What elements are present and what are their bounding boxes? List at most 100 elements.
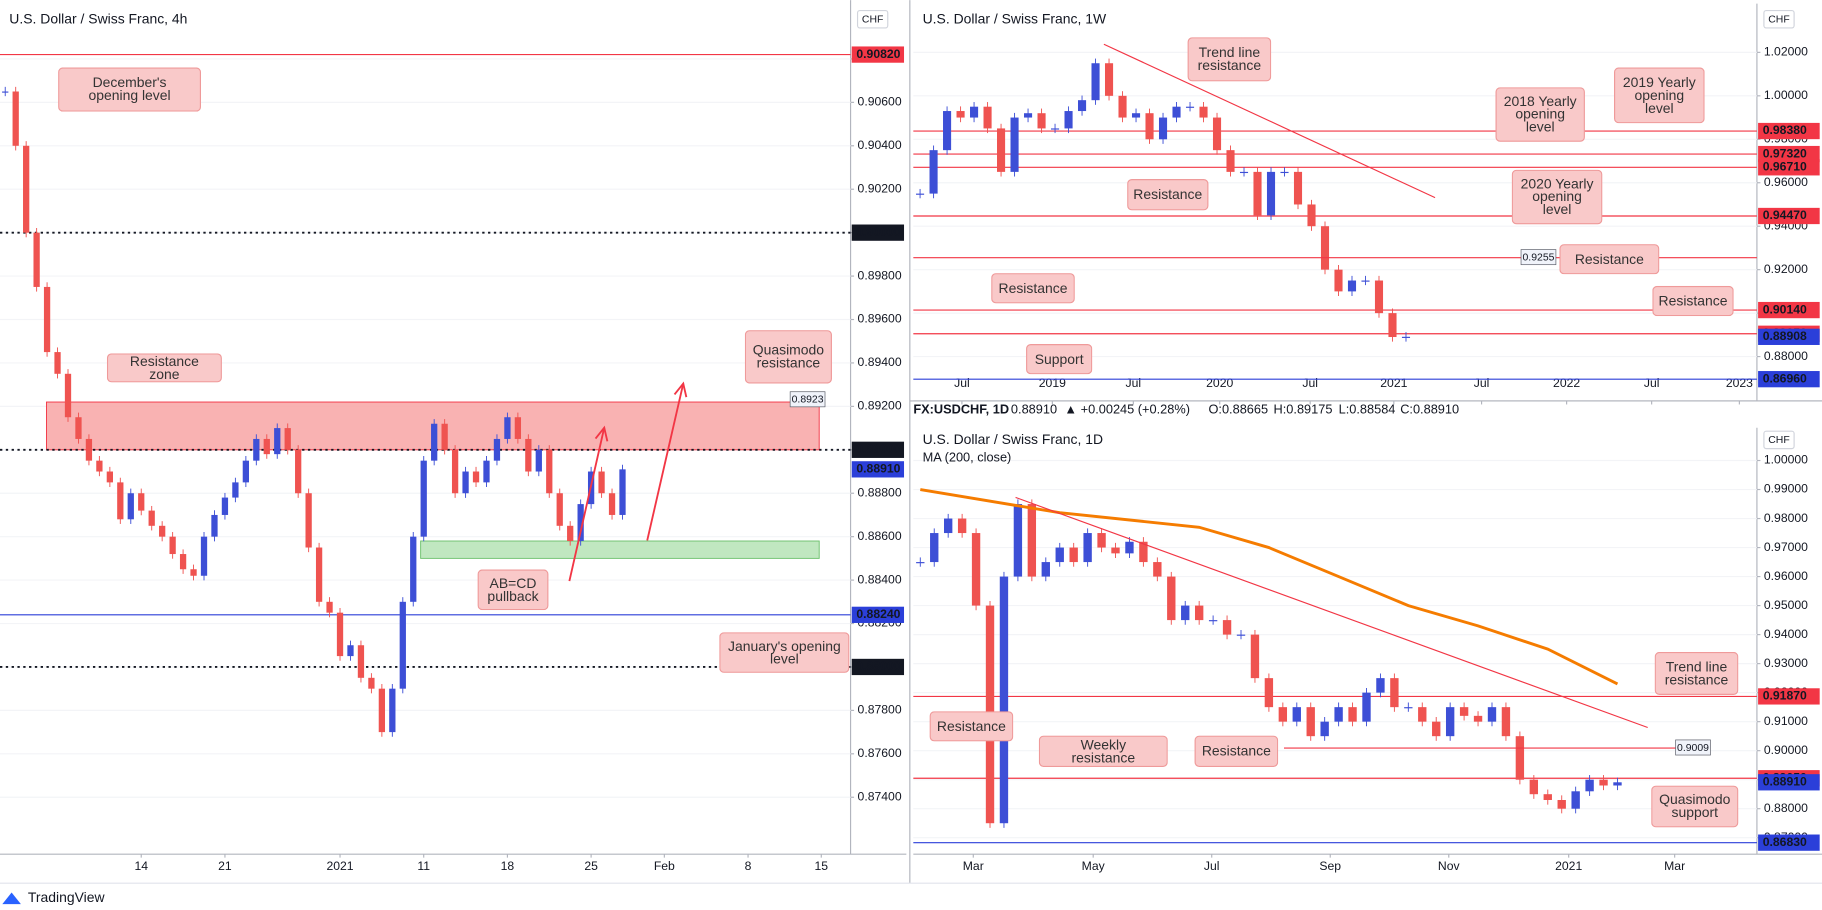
candle [410,536,417,602]
x-tick-label: 21 [218,859,232,873]
high: H:0.89175 [1274,402,1333,417]
callout-text: Support [1026,344,1093,375]
candle [1585,779,1594,792]
y-tick-label: 0.87800 [858,703,902,717]
level-label: 0.90140 [1763,302,1807,316]
candle [1194,605,1204,621]
level-label-box [851,441,905,458]
candle [12,91,19,146]
currency-box [1763,430,1795,450]
y-tick-label: 0.99000 [1764,482,1808,496]
candle [1292,707,1301,722]
y-tick-label: 0.87600 [858,746,902,760]
candle [357,645,365,678]
candle [1376,678,1385,693]
candle [1306,707,1315,737]
candle [305,493,312,548]
candle [930,533,939,563]
level-label-box [1758,145,1820,163]
x-tick-label: Jul [1644,376,1660,390]
candle [999,576,1009,824]
candle [1037,113,1046,129]
candle [54,352,61,374]
candle [1010,117,1019,172]
callout-text: 2020 Yearly opening level [1511,169,1603,225]
logo [2,892,21,905]
candle [1145,113,1154,140]
symbol: FX:USDCHF, 1D [913,402,1009,417]
callout: Resistance [1127,179,1209,211]
moving-average [920,488,1619,686]
currency-box [856,9,889,29]
level-label: 0.91870 [1763,689,1807,703]
y-tick-label: 0.88000 [1764,801,1808,815]
ma-label: MA (200, close) [923,449,1012,464]
candle [420,460,427,537]
callout-text: January's opening level [719,632,850,673]
candle [916,562,925,564]
currency-box [1763,9,1795,29]
level-label: 0.89000 [856,442,900,456]
callout: 2018 Yearly opening level [1495,87,1585,142]
callout: Quasimodo resistance [744,330,832,384]
candle [1557,799,1566,809]
y-tick-label: 1.02000 [1764,45,1808,59]
candle [1401,336,1411,338]
y-tick-label: 0.88600 [858,529,902,543]
chart-title: U.S. Dollar / Swiss Franc, 1D [923,431,1103,447]
candle [336,612,344,657]
callout: Resistance [1559,244,1660,275]
candle [1091,63,1100,101]
x-tick-label: 15 [815,859,829,873]
candle [943,111,952,151]
candle [1069,547,1078,563]
candle [1487,707,1497,722]
x-tick-label: Nov [1438,859,1461,873]
y-tick-label: 0.88800 [858,485,902,499]
zone [420,540,820,559]
candle [106,471,113,483]
candle [127,493,134,520]
candle [295,449,302,494]
close: C:0.88910 [1400,402,1459,417]
candle [1131,113,1141,118]
price-tag [1520,249,1557,266]
candle [148,510,155,526]
low: L:0.88584 [1339,402,1396,417]
candle [1348,707,1357,722]
candle [1181,605,1190,621]
level-label-box [851,224,905,241]
level-label-box [851,606,905,623]
x-tick-label: 18 [501,859,515,873]
level-label-box [1758,371,1820,388]
footer-brand: TradingView [28,889,106,905]
callout-text: Resistance [1127,179,1209,211]
callout-text: 2019 Yearly opening level [1614,67,1705,124]
x-tick-label: 2021 [1555,859,1582,873]
candle [399,601,406,689]
callout: 2019 Yearly opening level [1614,67,1705,124]
callout-text: December's opening level [58,67,202,112]
candle [970,106,979,118]
callout: December's opening level [58,67,202,112]
y-tick-label: 1.00000 [1764,453,1808,467]
candle [929,150,938,194]
price-tag-label: 0.9255 [1523,252,1555,263]
candle [200,536,208,576]
callout: 2020 Yearly opening level [1511,169,1603,225]
candle [535,449,542,472]
callout-text: 2018 Yearly opening level [1495,87,1585,142]
candle [85,438,93,461]
candle [232,482,239,498]
y-tick-label: 0.98000 [1764,511,1808,525]
x-tick-label: Jul [1204,859,1220,873]
y-tick-label: 0.88000 [1764,349,1808,363]
candle [1167,576,1176,621]
level-label: 0.88908 [1763,329,1807,343]
y-tick-label: 0.89600 [858,312,902,326]
y-tick-label: 0.92000 [1764,262,1808,276]
candle [1473,715,1483,722]
candle [1266,171,1276,216]
candle [944,518,953,534]
x-tick-label: Jul [1302,376,1318,390]
